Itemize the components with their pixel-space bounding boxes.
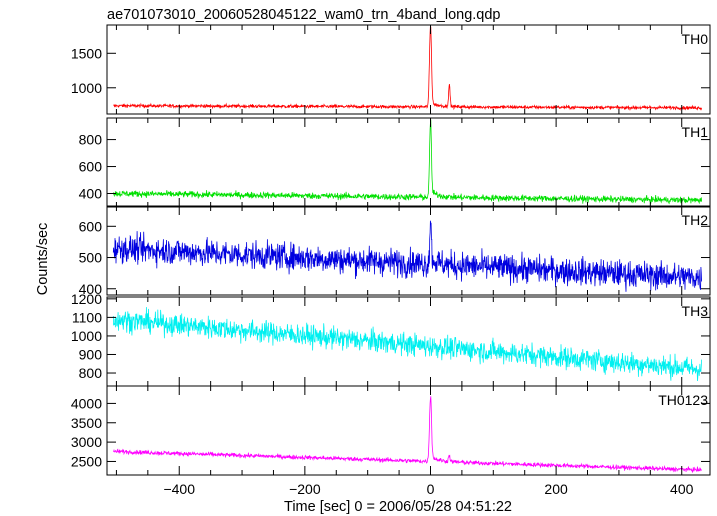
panel-th0: 1000 1500 TH0	[71, 24, 711, 115]
panel-label: TH3	[682, 303, 709, 319]
panel-frame	[106, 205, 711, 296]
y-tick-label: 900	[79, 346, 103, 362]
x-tick-label: −400	[163, 481, 195, 497]
panel-frame	[106, 385, 711, 476]
chart-title: ae701073010_20060528045122_wam0_trn_4ban…	[107, 7, 500, 23]
y-tick-label: 1100	[72, 309, 102, 325]
panel-th3: 800 900 1000 1100 1200 TH3	[71, 291, 711, 387]
panel-label: TH0123	[658, 392, 708, 408]
y-tick-label: 2500	[71, 453, 102, 469]
y-axis-label: Counts/sec	[35, 223, 51, 296]
y-tick-label: 500	[79, 250, 103, 266]
panels: 1000 1500 TH0 400 600 800 TH1 400 500 600 TH2 800 90…	[71, 24, 711, 497]
panel-frame	[106, 117, 711, 208]
y-tick-label: 4000	[71, 395, 102, 411]
y-tick-label: 600	[79, 159, 103, 175]
x-tick-label: 200	[544, 481, 568, 497]
series-th0123	[113, 396, 702, 474]
series-th3	[112, 307, 702, 382]
y-tick-label: 1000	[71, 80, 102, 96]
panel-th0123: 2500 3000 3500 4000 TH0123	[71, 385, 711, 476]
series-th0	[113, 25, 702, 111]
series-th2	[112, 220, 702, 292]
x-tick-label: −200	[289, 481, 321, 497]
series-th1	[112, 119, 702, 205]
panel-label: TH0	[682, 31, 709, 47]
y-tick-label: 1500	[71, 45, 102, 61]
y-tick-label: 400	[79, 281, 103, 297]
y-tick-label: 1000	[71, 328, 102, 344]
x-tick-label: 0	[427, 481, 435, 497]
y-tick-label: 400	[79, 186, 103, 202]
panel-th2: 400 500 600 TH2	[79, 205, 711, 297]
panel-th1: 400 600 800 TH1	[79, 117, 711, 208]
panel-frame	[106, 24, 711, 115]
y-tick-label: 800	[79, 132, 103, 148]
y-tick-label: 3000	[71, 434, 102, 450]
y-tick-label: 800	[79, 365, 103, 381]
y-tick-label: 3500	[71, 415, 102, 431]
panel-label: TH1	[682, 124, 709, 140]
x-tick-label: 400	[670, 481, 694, 497]
y-tick-label: 1200	[71, 291, 102, 307]
panel-label: TH2	[682, 212, 709, 228]
y-tick-label: 600	[79, 218, 103, 234]
x-axis-label: Time [sec] 0 = 2006/05/28 04:51:22	[284, 499, 512, 515]
